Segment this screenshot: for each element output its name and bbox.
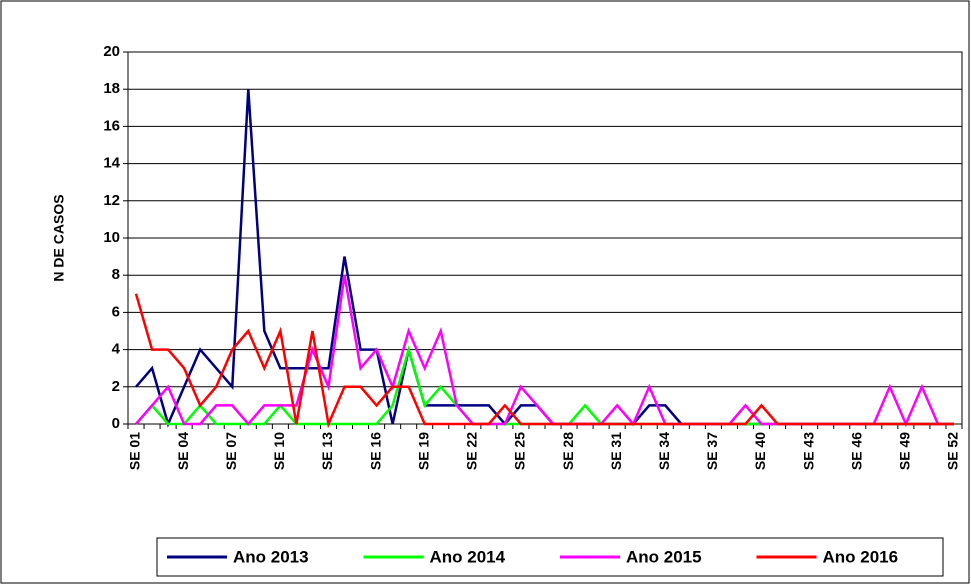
legend-label: Ano 2016 bbox=[823, 547, 899, 566]
x-tick-label: SE 10 bbox=[271, 432, 287, 470]
series-line bbox=[134, 293, 954, 429]
x-tick-label: SE 46 bbox=[848, 432, 864, 470]
y-tick-label: 0 bbox=[112, 415, 120, 432]
y-tick-label: 16 bbox=[103, 117, 120, 134]
y-tick-label: 4 bbox=[112, 341, 121, 358]
y-tick-label: 6 bbox=[112, 303, 120, 320]
x-tick-label: SE 34 bbox=[656, 432, 672, 470]
x-tick-label: SE 40 bbox=[752, 432, 768, 470]
legend-label: Ano 2013 bbox=[233, 547, 309, 566]
y-tick-label: 2 bbox=[112, 378, 120, 395]
y-axis-label: N DE CASOS bbox=[51, 194, 67, 281]
y-tick-label: 10 bbox=[103, 229, 120, 246]
y-tick-label: 12 bbox=[103, 192, 120, 209]
x-tick-label: SE 01 bbox=[127, 432, 143, 470]
x-tick-label: SE 43 bbox=[800, 432, 816, 470]
x-tick-label: SE 28 bbox=[560, 432, 576, 470]
x-tick-label: SE 25 bbox=[512, 432, 528, 470]
legend-label: Ano 2014 bbox=[430, 547, 506, 566]
x-tick-label: SE 13 bbox=[319, 432, 335, 470]
y-tick-label: 14 bbox=[103, 155, 120, 172]
x-tick-label: SE 31 bbox=[608, 432, 624, 470]
x-tick-label: SE 37 bbox=[704, 432, 720, 470]
x-tick-label: SE 07 bbox=[223, 432, 239, 470]
x-tick-label: SE 22 bbox=[464, 432, 480, 470]
x-tick-label: SE 49 bbox=[897, 432, 913, 470]
y-tick-label: 8 bbox=[112, 266, 120, 283]
x-tick-label: SE 16 bbox=[367, 432, 383, 470]
y-tick-label: 18 bbox=[103, 80, 120, 97]
x-tick-label: SE 19 bbox=[415, 432, 431, 470]
x-tick-label: SE 04 bbox=[175, 432, 191, 470]
y-tick-label: 20 bbox=[103, 43, 120, 60]
legend-label: Ano 2015 bbox=[626, 547, 702, 566]
x-tick-label: SE 52 bbox=[945, 432, 961, 470]
